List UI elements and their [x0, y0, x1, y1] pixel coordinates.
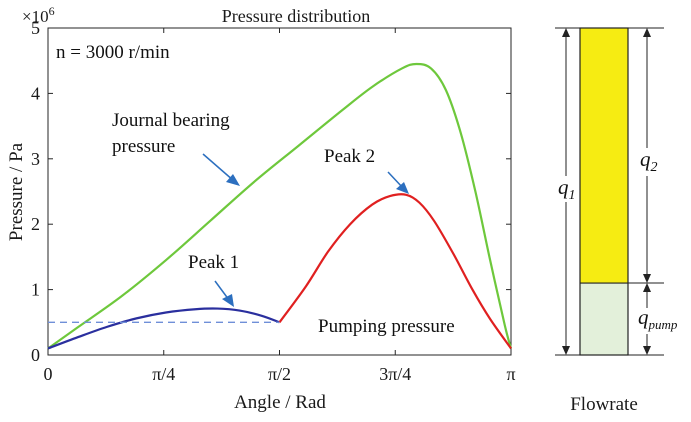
q1-label-bg	[557, 176, 577, 202]
y-tick-label: 4	[31, 83, 40, 103]
q2-label: q2	[640, 147, 658, 175]
journal-bearing-arrow	[202, 153, 240, 186]
speed-annotation: n = 3000 r/min	[56, 42, 170, 63]
chart-title: Pressure distribution	[222, 6, 371, 26]
flowrate-label: Flowrate	[570, 394, 638, 415]
journal-bearing-label-line2: pressure	[112, 136, 175, 157]
y-axis-label: Pressure / Pa	[6, 142, 27, 241]
journal-bearing-pressure-line	[47, 62, 513, 350]
x-tick-label: 0	[44, 364, 53, 384]
q2-label-bg	[637, 148, 659, 176]
x-tick-label: π	[506, 364, 515, 384]
plot-frame	[47, 27, 512, 356]
peak2-label: Peak 2	[324, 146, 375, 167]
qpump-segment	[580, 283, 628, 355]
pressure-chart: 0 1 2 3 4 5 0 π/4 π/2 3π/4 π Pressure distributio…	[6, 4, 516, 413]
peak1-arrow	[214, 280, 234, 307]
y-tick-label: 0	[31, 345, 40, 365]
y-tick-label: 2	[31, 214, 40, 234]
series-layer	[47, 62, 513, 350]
pumping-pressure-label: Pumping pressure	[318, 316, 455, 337]
x-tick-label: π/2	[268, 364, 291, 384]
qpump-label: qpump	[638, 305, 678, 332]
x-axis-ticks: 0 π/4 π/2 3π/4 π	[44, 28, 516, 384]
q1-label: q1	[558, 175, 576, 203]
peak1-line	[47, 307, 280, 350]
journal-bearing-label-line1: Journal bearing	[112, 110, 230, 131]
y-tick-label: 5	[31, 18, 40, 38]
y-tick-label: 1	[31, 280, 40, 300]
x-tick-label: 3π/4	[379, 364, 411, 384]
q2-segment	[580, 28, 628, 284]
peak1-label: Peak 1	[188, 252, 239, 273]
x-tick-label: π/4	[152, 364, 175, 384]
x-axis-label: Angle / Rad	[234, 392, 326, 413]
qpump-label-bg	[637, 308, 687, 334]
flowrate-bar-outline	[579, 27, 629, 356]
peak2-line	[278, 193, 512, 350]
y-tick-label: 3	[31, 149, 40, 169]
flowrate-chart: q1 q2 qpump Flowrate	[555, 27, 687, 415]
peak2-arrow	[387, 171, 409, 194]
y-axis-ticks: 0 1 2 3 4 5	[31, 18, 511, 365]
y-multiplier: ×106	[22, 4, 55, 26]
